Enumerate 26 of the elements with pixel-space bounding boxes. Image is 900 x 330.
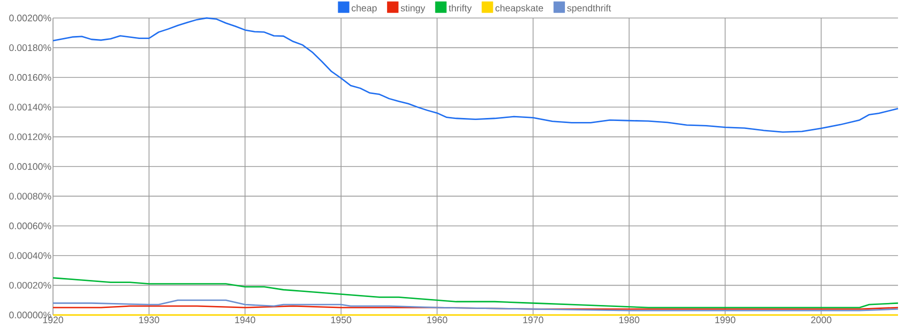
legend-label: stingy (400, 4, 426, 14)
legend-label: cheap (352, 4, 377, 14)
x-tick-label: 1950 (331, 316, 352, 324)
y-tick-label: 0.00060% (9, 222, 52, 230)
x-tick-label: 1980 (619, 316, 640, 324)
y-tick-label: 0.00160% (9, 74, 52, 81)
x-tick-label: 2000 (811, 316, 832, 324)
y-tick-label: 0.00200% (9, 14, 52, 22)
y-tick-label: 0.00020% (9, 282, 52, 289)
x-tick-label: 1960 (427, 316, 448, 324)
y-tick-label: 0.00080% (9, 192, 52, 200)
y-tick-label: 0.00180% (9, 44, 52, 52)
x-tick-label: 1940 (235, 316, 256, 324)
x-tick-label: 1930 (139, 316, 160, 324)
y-tick-label: 0.00040% (9, 252, 52, 259)
y-tick-label: 0.00140% (9, 104, 52, 110)
x-tick-label: 1990 (715, 316, 736, 324)
legend-label: thrifty (448, 4, 472, 14)
x-tick-label: 1920 (43, 316, 64, 324)
y-tick-label: 0.00000% (9, 312, 52, 318)
y-tick-label: 0.00100% (9, 163, 52, 170)
y-tick-label: 0.00120% (9, 133, 52, 140)
x-tick-label: 1970 (523, 316, 544, 324)
line-series (52, 17, 899, 133)
legend-label: spendthrift (567, 4, 612, 14)
legend-label: cheapskate (496, 4, 544, 14)
